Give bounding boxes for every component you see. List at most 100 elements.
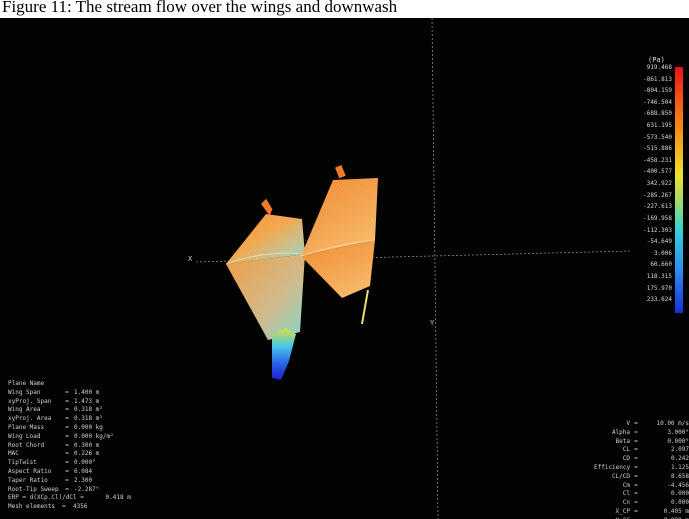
equals-sign: = — [634, 481, 638, 489]
equals-sign: = — [634, 490, 638, 498]
legend-value: -688.850 — [643, 110, 672, 118]
property-label: Wing Area — [8, 406, 41, 414]
property-row: TipTwist = 0.000° — [8, 459, 178, 468]
aero-result-label: CL — [622, 446, 630, 454]
aero-result-label: V — [626, 420, 630, 427]
property-row: Wing Area = 0.318 m² — [8, 406, 178, 415]
right-wing-chord-line — [300, 239, 376, 257]
equals-sign: = — [65, 423, 69, 431]
left-wing-vortex — [261, 198, 273, 216]
property-label: xyProj. Span — [8, 397, 52, 405]
equals-sign: = — [634, 472, 638, 480]
aero-result-value: 2.097 — [670, 446, 689, 454]
property-value: 0.226 m — [74, 450, 100, 458]
aero-result-row: Beta = 0.000° — [594, 438, 689, 447]
aero-result-row: Alpha = 3.000° — [594, 429, 689, 438]
equals-sign: = — [65, 406, 69, 414]
property-row: Aspect Ratio = 6.084 — [8, 468, 178, 477]
aero-result-label: Cm — [622, 481, 630, 489]
aero-result-label: CD — [622, 455, 630, 463]
equals-sign: = — [634, 507, 638, 515]
property-extra-line: ERP = d(XCp.Cl)/dCl = 0.418 m — [8, 494, 131, 502]
equals-sign: = — [630, 517, 642, 519]
aero-result-value: 0.000° — [667, 437, 689, 445]
aero-result-row: CL/CD = 8.658 — [594, 473, 689, 482]
equals-sign: = — [634, 455, 638, 463]
legend-value: 233.624 — [646, 296, 672, 304]
right-wing — [300, 165, 378, 325]
axis-y-label: Y — [430, 319, 435, 327]
property-value: 1.400 m — [74, 388, 100, 396]
property-label: MAC — [8, 450, 19, 458]
property-value: -2.287° — [74, 485, 100, 493]
aero-result-label: Alpha — [611, 428, 630, 436]
aero-result-row: Cl = 0.000 — [594, 490, 689, 499]
legend-unit: (Pa) — [648, 56, 665, 64]
property-row: MAC = 0.226 m — [8, 450, 178, 459]
figure-caption: Figure 11: The stream flow over the wing… — [0, 0, 689, 18]
property-value: 6.084 — [74, 467, 93, 475]
legend-value: -804.159 — [643, 87, 672, 95]
legend-value: -54.649 — [646, 238, 672, 246]
3d-viewport[interactable]: X Y (Pa) 919.468 -861.813 -804.159 -746.504… — [0, 18, 689, 519]
property-value: 0.000° — [74, 459, 96, 467]
aero-results-panel: V = 10.00 m/s Alpha = 3.000° Beta = 0.000° CL = 2.0… — [594, 420, 689, 519]
property-row: xyProj. Area = 0.318 m² — [8, 415, 178, 424]
legend-value: -515.886 — [643, 145, 672, 153]
aero-result-value: 8.658 — [670, 472, 689, 480]
aero-result-row: Cm = -4.456 — [594, 482, 689, 491]
aero-result-value: 0.000 — [670, 490, 689, 498]
aero-result-label: X_CP — [615, 507, 630, 515]
right-wing-streak-texture — [301, 178, 378, 298]
aero-result-label: Efficiency — [594, 463, 631, 471]
equals-sign: = — [65, 467, 69, 475]
property-label: Taper Ratio — [8, 476, 48, 484]
pressure-color-bar — [675, 67, 683, 313]
property-label: Wing Span — [8, 388, 41, 396]
property-label: TipTwist — [8, 459, 37, 467]
left-wing-chord-line — [225, 252, 306, 265]
equals-sign: = — [65, 450, 69, 458]
equals-sign: = — [634, 446, 638, 454]
aero-result-value: 1.125 — [670, 463, 689, 471]
aero-result-row: CL = 2.097 — [594, 446, 689, 455]
property-row: Taper Ratio = 2.300 — [8, 477, 178, 486]
equals-sign: = — [634, 420, 638, 427]
aero-result-value: 0.242 — [670, 455, 689, 463]
left-wing-tip-downwash — [272, 328, 296, 380]
equals-sign: = — [65, 441, 69, 449]
left-wing — [225, 198, 306, 380]
aero-result-row: X_CG=0.000 m — [594, 517, 689, 519]
aero-result-row: Efficiency = 1.125 — [594, 464, 689, 473]
equals-sign: = — [65, 459, 69, 467]
property-value: 1.473 m — [74, 397, 100, 405]
legend-value: -573.540 — [643, 133, 672, 141]
aero-result-value: 3.000° — [667, 428, 689, 436]
aero-result-value: 0.000 m — [642, 517, 689, 519]
property-label: Root Chord — [8, 441, 45, 449]
axis-y-line — [431, 18, 439, 519]
equals-sign: = — [634, 463, 638, 471]
equals-sign: = — [65, 476, 69, 484]
legend-value: -285.267 — [643, 191, 672, 199]
property-value: 2.300 — [74, 476, 93, 484]
property-label: Plane Mass — [8, 423, 45, 431]
property-value: 0.318 m² — [74, 415, 103, 423]
aero-result-label: Beta — [615, 437, 630, 445]
legend-values: 919.468 -861.813 -804.159 -746.504 -688.850 6… — [630, 62, 672, 306]
aero-result-row: CD = 0.242 — [594, 455, 689, 464]
property-row: Wing Span = 1.400 m — [8, 389, 178, 398]
legend-value: 631.195 — [646, 122, 672, 130]
equals-sign: = — [634, 428, 638, 436]
aero-result-row: X_CP = 0.405 m — [594, 508, 689, 517]
property-row: Plane Mass = 0.000 kg — [8, 424, 178, 433]
right-wing-tip-trail — [361, 289, 369, 325]
legend-value: -400.577 — [643, 168, 672, 176]
scene-canvas[interactable]: X Y — [0, 18, 689, 519]
plane-properties-panel: Plane Name Wing Span = 1.400 m xyProj. Span… — [8, 380, 178, 512]
plane-name-label: Plane Name — [8, 380, 45, 387]
legend-value: 175.970 — [646, 284, 672, 292]
property-row: Root Chord = 0.300 m — [8, 442, 178, 451]
legend-value: -169.958 — [643, 214, 672, 222]
aero-result-label: Cl — [622, 490, 630, 498]
